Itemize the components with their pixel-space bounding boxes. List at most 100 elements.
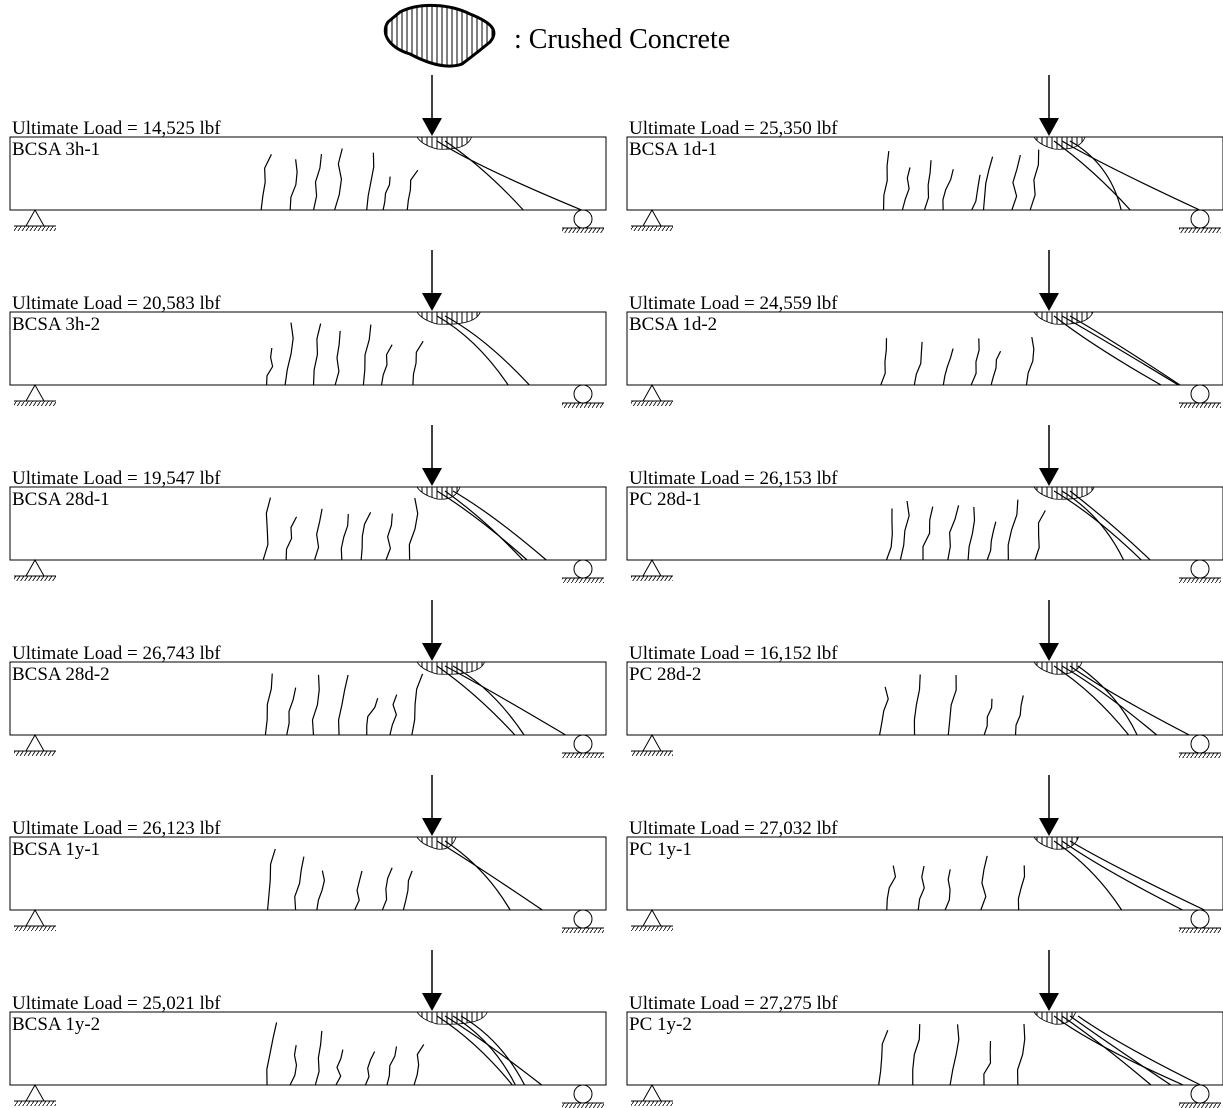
crack bbox=[313, 508, 323, 561]
arrow-head bbox=[422, 468, 442, 486]
arrow-head bbox=[1039, 293, 1059, 311]
beam bbox=[9, 311, 607, 386]
ultimate-load: Ultimate Load = 16,152 lbf bbox=[629, 643, 838, 664]
crack bbox=[1061, 140, 1200, 211]
ground bbox=[14, 226, 56, 231]
arrow-head bbox=[1039, 643, 1059, 661]
crack bbox=[1053, 490, 1142, 561]
crack bbox=[885, 508, 893, 561]
crack bbox=[354, 870, 363, 911]
roller-support bbox=[1190, 909, 1210, 929]
ground bbox=[562, 578, 604, 583]
beam bbox=[9, 836, 607, 911]
crack bbox=[406, 169, 419, 211]
crack bbox=[1029, 149, 1040, 211]
roller-support bbox=[573, 909, 593, 929]
ground bbox=[631, 1101, 673, 1106]
crack bbox=[452, 665, 525, 736]
crack bbox=[334, 148, 343, 211]
beam bbox=[9, 486, 607, 561]
crack bbox=[912, 1024, 921, 1086]
crack bbox=[913, 674, 921, 736]
crack bbox=[334, 330, 341, 386]
crack bbox=[366, 152, 375, 211]
crack bbox=[990, 350, 1002, 386]
crack bbox=[917, 865, 925, 911]
crack bbox=[386, 1046, 398, 1086]
ultimate-load: Ultimate Load = 24,559 lbf bbox=[629, 293, 838, 314]
crack bbox=[899, 500, 910, 561]
crack bbox=[880, 338, 888, 386]
crack bbox=[1053, 315, 1162, 386]
crack bbox=[452, 490, 547, 561]
crushed-zone bbox=[416, 836, 457, 850]
crack bbox=[436, 490, 528, 561]
ground bbox=[14, 926, 56, 931]
arrow-head bbox=[1039, 118, 1059, 136]
ground bbox=[1179, 1103, 1221, 1108]
crack bbox=[947, 675, 957, 736]
roller-support bbox=[573, 734, 593, 754]
crack bbox=[385, 513, 393, 561]
beam bbox=[626, 836, 1223, 911]
specimen-name: BCSA 1y-1 bbox=[12, 839, 100, 860]
crushed-concrete-symbol bbox=[383, 3, 496, 68]
crack bbox=[1053, 665, 1130, 736]
ultimate-load: Ultimate Load = 27,032 lbf bbox=[629, 818, 838, 839]
ground bbox=[14, 576, 56, 581]
crack bbox=[901, 167, 911, 211]
roller-support bbox=[1190, 1084, 1210, 1104]
ground bbox=[562, 1103, 604, 1108]
ground bbox=[631, 751, 673, 756]
beam bbox=[626, 661, 1223, 736]
pin-support bbox=[642, 208, 662, 227]
beam bbox=[626, 1011, 1223, 1086]
crack bbox=[436, 665, 516, 736]
specimen-name: BCSA 1d-2 bbox=[629, 314, 717, 335]
roller-support bbox=[1190, 209, 1210, 229]
crack bbox=[436, 140, 582, 211]
crack bbox=[971, 174, 981, 211]
ground bbox=[14, 401, 56, 406]
crack bbox=[380, 344, 393, 386]
specimen-name: BCSA 3h-1 bbox=[12, 139, 100, 160]
crack bbox=[444, 840, 511, 911]
crushed-zone bbox=[1033, 311, 1094, 325]
pin-support bbox=[642, 1083, 662, 1102]
crack bbox=[1061, 840, 1183, 911]
pin-support bbox=[642, 558, 662, 577]
crack bbox=[983, 1040, 992, 1086]
ultimate-load: Ultimate Load = 14,525 lbf bbox=[12, 118, 221, 139]
ground bbox=[562, 403, 604, 408]
ultimate-load: Ultimate Load = 26,743 lbf bbox=[12, 643, 221, 664]
crack bbox=[311, 674, 320, 736]
crack bbox=[1014, 695, 1024, 736]
crack bbox=[289, 1045, 298, 1086]
crack bbox=[444, 140, 524, 211]
crack bbox=[436, 840, 543, 911]
ground bbox=[562, 753, 604, 758]
crack bbox=[983, 698, 993, 736]
crack bbox=[284, 322, 294, 386]
beam bbox=[9, 136, 607, 211]
crushed-zone bbox=[416, 1011, 488, 1025]
legend-label: : Crushed Concrete bbox=[514, 24, 730, 55]
crack bbox=[314, 1030, 323, 1086]
crack bbox=[1053, 840, 1123, 911]
crack bbox=[260, 154, 272, 211]
arrow-head bbox=[422, 993, 442, 1011]
crack bbox=[1069, 1015, 1172, 1086]
crack bbox=[266, 348, 274, 386]
ground bbox=[1179, 578, 1221, 583]
pin-support bbox=[25, 908, 45, 927]
crack bbox=[922, 506, 934, 561]
crack bbox=[340, 514, 349, 561]
ultimate-load: Ultimate Load = 25,350 lbf bbox=[629, 118, 838, 139]
